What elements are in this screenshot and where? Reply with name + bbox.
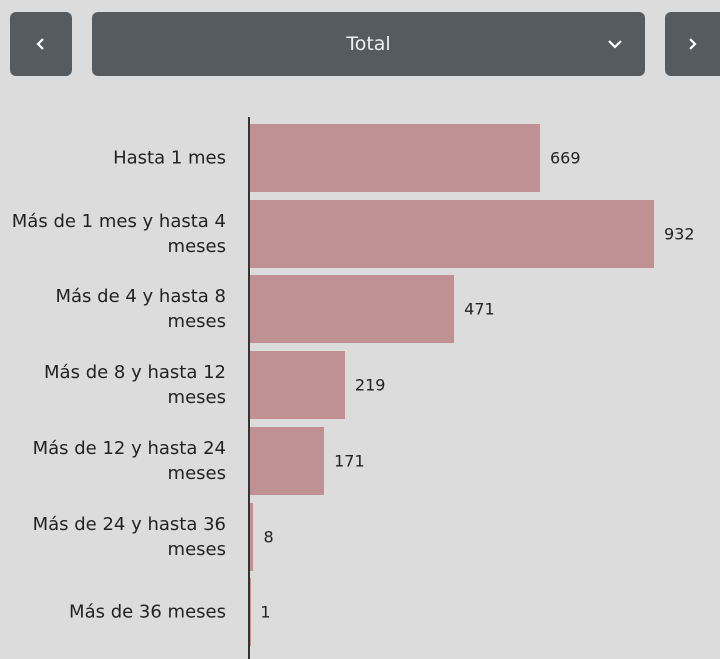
bar: [250, 502, 254, 571]
value-label: 932: [664, 224, 695, 244]
category-label: Más de 36 meses: [69, 601, 226, 623]
value-label: 8: [263, 527, 274, 546]
axis-line: [248, 117, 250, 659]
category-label: Más de 8 y hasta 12 meses: [44, 362, 226, 409]
bar: [250, 351, 345, 420]
category-label: Más de 12 y hasta 24 meses: [32, 437, 226, 484]
bar: [250, 275, 455, 344]
chevron-right: [689, 38, 697, 50]
bar: [250, 578, 251, 647]
chevron-left: [36, 38, 44, 50]
selector[interactable]: Total: [92, 12, 645, 76]
prev-button[interactable]: [10, 12, 72, 76]
value-label: 171: [334, 451, 365, 471]
category-label: Hasta 1 mes: [113, 147, 226, 169]
bar: [250, 426, 325, 495]
category-label: Más de 24 y hasta 36 meses: [32, 513, 226, 560]
value-label: 669: [549, 148, 581, 168]
selector-text: Total: [346, 33, 391, 55]
chevron-down: [608, 40, 622, 49]
value-label: 1: [260, 602, 271, 622]
bar: [250, 124, 540, 192]
category-label: Más de 4 y hasta 8 meses: [55, 286, 226, 333]
next-button[interactable]: [665, 12, 720, 76]
value-label: 471: [464, 299, 495, 319]
value-label: 219: [354, 375, 386, 395]
bar: [250, 199, 654, 268]
category-label: Más de 1 mes y hasta 4 meses: [11, 210, 226, 257]
